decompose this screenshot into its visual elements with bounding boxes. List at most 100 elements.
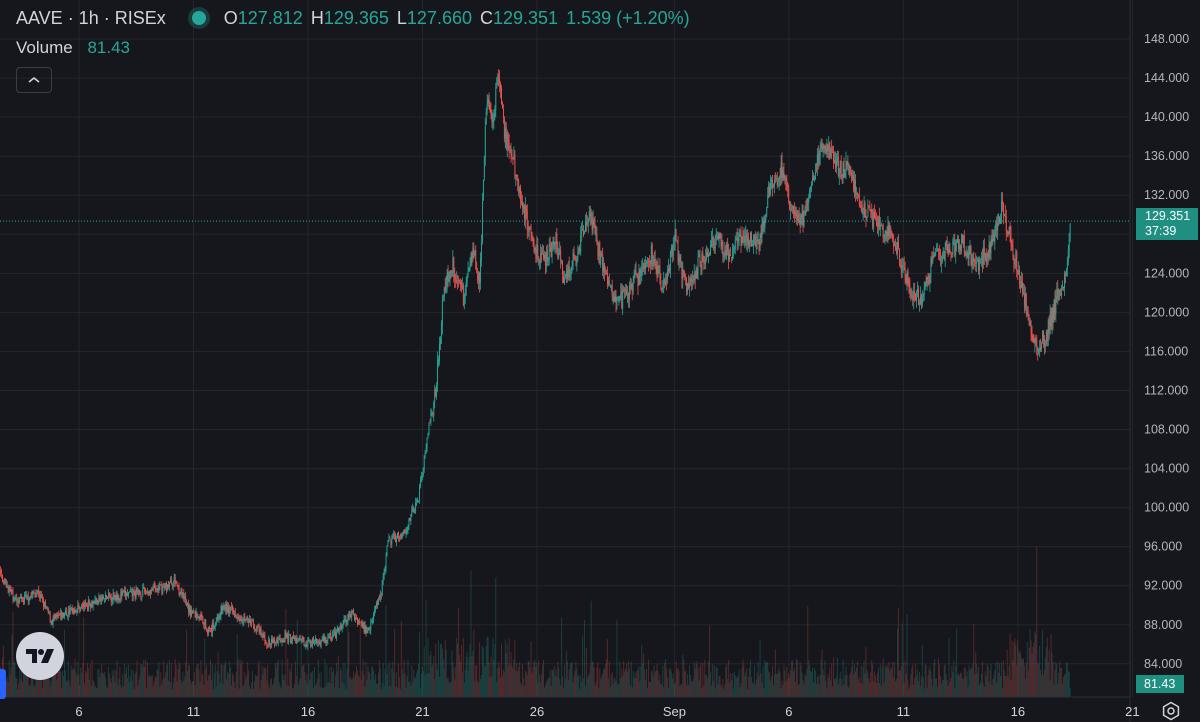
volume-bar <box>189 679 191 697</box>
candle <box>617 295 619 301</box>
time-tick-label: 11 <box>187 704 201 719</box>
candle <box>948 241 950 256</box>
volume-bar <box>310 673 312 697</box>
volume-bar <box>313 688 315 697</box>
candle <box>921 290 923 308</box>
volume-bar <box>948 638 950 697</box>
candle <box>391 535 393 548</box>
candle <box>123 589 125 593</box>
collapse-legend-button[interactable] <box>16 67 52 93</box>
candle <box>915 293 917 301</box>
price-axis[interactable]: 148.000144.000140.000136.000132.000128.0… <box>1144 32 1189 671</box>
volume-bar <box>131 680 133 697</box>
candle <box>358 617 360 625</box>
volume-bar <box>853 674 855 697</box>
candle <box>210 627 211 633</box>
candle <box>663 271 665 294</box>
price-tick-label: 148.000 <box>1144 32 1189 46</box>
volume-bar <box>879 664 881 697</box>
time-tick-label: 21 <box>415 704 429 719</box>
volume-bar <box>202 673 204 697</box>
candle <box>482 179 484 201</box>
volume-bar <box>144 666 146 697</box>
volume-bar <box>643 653 645 697</box>
candle <box>853 170 855 193</box>
volume-bar <box>513 659 515 697</box>
volume-bar <box>432 664 434 697</box>
volume-bar <box>565 651 567 697</box>
volume-bar <box>836 657 838 697</box>
settings-button[interactable] <box>1160 700 1182 722</box>
candle <box>516 174 518 181</box>
candle <box>733 245 735 254</box>
volume-bar <box>115 670 117 697</box>
candle <box>959 239 960 255</box>
symbol-title[interactable]: AAVE · 1h · RISEx <box>16 7 166 28</box>
candle <box>1059 289 1061 301</box>
candle <box>923 281 925 301</box>
candle <box>271 635 273 649</box>
volume-bar <box>97 670 99 697</box>
volume-bar <box>520 682 522 697</box>
candle <box>77 600 79 614</box>
volume-bar <box>316 678 318 697</box>
candle <box>851 169 853 183</box>
candle <box>252 618 253 622</box>
candle <box>579 244 581 255</box>
volume-bar <box>788 673 790 697</box>
candle <box>1034 337 1036 353</box>
candle <box>740 226 742 254</box>
candle <box>839 160 841 179</box>
candle <box>608 273 610 286</box>
candle <box>418 483 420 504</box>
volume-bar <box>133 688 135 697</box>
volume-bar <box>615 681 617 697</box>
candle <box>792 204 793 214</box>
volume-bar <box>729 682 731 697</box>
candle <box>559 241 561 256</box>
candle <box>816 147 818 176</box>
volume-bar <box>472 651 474 697</box>
candle <box>65 607 66 616</box>
time-axis[interactable]: 6 11 16 21 26 Sep 6 11 16 21 <box>75 704 1139 719</box>
candle <box>555 231 557 253</box>
candle <box>225 601 227 615</box>
candle <box>944 242 946 268</box>
candle <box>654 250 656 270</box>
candle <box>756 232 758 250</box>
candle <box>512 157 514 166</box>
candle <box>718 232 720 248</box>
candle <box>370 618 372 635</box>
volume-bar <box>516 663 518 697</box>
volume-bar <box>871 660 873 697</box>
last-price-value: 129.351 <box>1145 209 1191 223</box>
tradingview-logo-icon[interactable] <box>16 632 64 680</box>
market-status-icon[interactable] <box>191 11 206 25</box>
candle <box>392 533 394 540</box>
candle <box>329 632 331 639</box>
volume-bar <box>881 665 883 697</box>
volume-bar <box>931 679 933 697</box>
volume-bar <box>829 667 831 697</box>
candle <box>867 199 869 218</box>
candle <box>892 232 894 243</box>
volume-bar <box>910 674 912 697</box>
candle <box>992 229 994 246</box>
candle <box>703 255 705 270</box>
volume-bar <box>341 682 343 697</box>
candle <box>822 142 824 158</box>
volume-bar <box>688 665 690 697</box>
volume-bar <box>370 679 372 697</box>
volume-bar <box>653 665 655 697</box>
candle <box>389 535 391 540</box>
candle <box>144 586 146 595</box>
candle <box>1019 265 1021 289</box>
volume-bar <box>222 683 224 697</box>
side-panel-tab[interactable] <box>0 669 6 699</box>
candle <box>725 244 727 259</box>
volume-bar <box>349 678 351 697</box>
volume-bar <box>1054 669 1056 697</box>
volume-bar <box>486 636 488 697</box>
volume-label[interactable]: Volume <box>16 38 73 57</box>
